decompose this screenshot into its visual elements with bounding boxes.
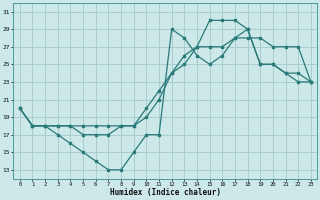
X-axis label: Humidex (Indice chaleur): Humidex (Indice chaleur) (110, 188, 221, 197)
